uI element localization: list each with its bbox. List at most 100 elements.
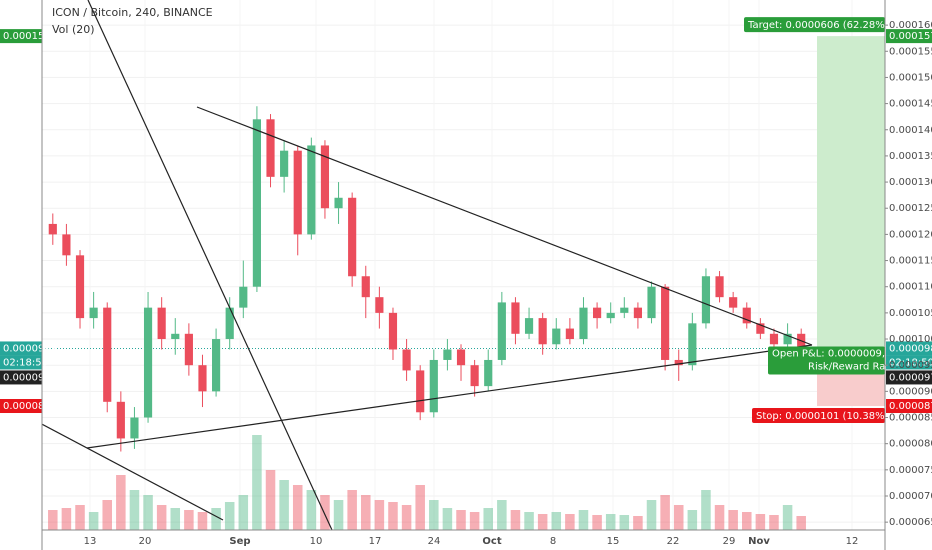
volume-bar bbox=[687, 510, 698, 530]
volume-bar bbox=[537, 514, 548, 530]
candle-body bbox=[497, 302, 506, 360]
target-text: Target: 0.0000606 (62.28%) 60 bbox=[747, 20, 905, 31]
x-tick-label: 8 bbox=[550, 536, 556, 547]
volume-bar bbox=[673, 505, 684, 530]
y-tick-label: 0.0001450 bbox=[889, 99, 932, 110]
candle-body bbox=[416, 370, 425, 413]
volume-bar bbox=[755, 514, 766, 530]
indicator-label: Vol (20) bbox=[52, 23, 95, 36]
volume-bar bbox=[429, 500, 439, 530]
price-badge-label: 0.0001579 bbox=[3, 31, 57, 42]
volume-bar bbox=[578, 510, 589, 530]
candle-body bbox=[89, 307, 98, 319]
volume-bar bbox=[156, 505, 167, 530]
candle-body bbox=[579, 307, 588, 340]
price-badge-label: 0.0000982 bbox=[3, 343, 57, 354]
candle-body bbox=[456, 349, 466, 366]
price-badge bbox=[886, 341, 932, 356]
candle-body bbox=[293, 150, 302, 235]
trend-line bbox=[86, 344, 813, 449]
volume-bar bbox=[116, 475, 126, 530]
trend-line bbox=[87, 0, 333, 530]
volume-bar bbox=[551, 512, 562, 530]
candle-body bbox=[470, 365, 479, 387]
volume-bar bbox=[469, 512, 480, 530]
x-tick-label: 22 bbox=[667, 536, 680, 547]
candle-body bbox=[252, 119, 261, 287]
y-tick-label: 0.0001250 bbox=[889, 203, 932, 214]
price-badge-label: 0.0000973 bbox=[889, 372, 932, 383]
y-tick-label: 0.0001550 bbox=[889, 46, 932, 57]
position-labels: Target: 0.0000606 (62.28%) 60 Stop: 0.000… bbox=[0, 17, 932, 424]
volume-bar bbox=[728, 510, 738, 530]
volume-bar bbox=[279, 480, 289, 530]
volume-bar bbox=[701, 490, 711, 530]
candle-body bbox=[552, 328, 561, 345]
volume-bar bbox=[565, 514, 575, 530]
target-box bbox=[744, 17, 885, 33]
volume-bar bbox=[633, 516, 643, 530]
volume-bar bbox=[333, 500, 344, 530]
countdown-badge bbox=[0, 355, 42, 370]
volume-bar bbox=[292, 485, 303, 530]
candle-body bbox=[348, 197, 357, 277]
drawings bbox=[42, 0, 813, 530]
y-tick-label: 0.0001050 bbox=[889, 308, 932, 319]
price-badge-label: 0.0001579 bbox=[889, 31, 932, 42]
candle-body bbox=[688, 323, 697, 366]
volume-bar bbox=[769, 515, 779, 530]
candle-body bbox=[307, 145, 316, 235]
candle-body bbox=[538, 318, 547, 345]
volume-bar bbox=[388, 502, 398, 530]
candle-body bbox=[756, 323, 765, 334]
x-tick-label: 10 bbox=[310, 536, 323, 547]
price-badge-label: 0.0000973 bbox=[3, 372, 57, 383]
volume-bar bbox=[592, 515, 602, 530]
volume-bar bbox=[320, 495, 330, 530]
candle-body bbox=[225, 307, 234, 340]
x-tick-label: Nov bbox=[748, 536, 770, 547]
price-badge bbox=[0, 370, 42, 385]
volume-bar bbox=[306, 490, 317, 530]
candle-body bbox=[511, 302, 520, 334]
x-tick-label: 24 bbox=[428, 536, 441, 547]
y-tick-label: 0.0000750 bbox=[889, 465, 932, 476]
volume-bar bbox=[184, 510, 194, 530]
countdown-badge bbox=[886, 355, 932, 370]
y-tick-label: 0.0001000 bbox=[889, 334, 932, 345]
stop-box bbox=[752, 408, 885, 424]
pnl-text: Open P&L: 0.0000009, Qty bbox=[772, 348, 906, 359]
volume-bar bbox=[211, 508, 221, 530]
y-tick-label: 0.0001400 bbox=[889, 125, 932, 136]
grid bbox=[42, 0, 885, 530]
y-tick-label: 0.0000800 bbox=[889, 439, 932, 450]
y-tick-label: 0.0001200 bbox=[889, 229, 932, 240]
x-tick-label: Sep bbox=[229, 536, 250, 547]
volume-bar bbox=[48, 510, 58, 530]
candle-body bbox=[647, 286, 656, 319]
candle-body bbox=[280, 150, 289, 177]
candle-body bbox=[143, 307, 153, 418]
y-tick-label: 0.0001500 bbox=[889, 72, 932, 83]
volume-bar bbox=[605, 514, 616, 530]
stop-text: Stop: 0.0000101 (10.38%) 10 bbox=[756, 411, 904, 422]
y-tick-label: 0.0001350 bbox=[889, 151, 932, 162]
candle-body bbox=[742, 307, 751, 324]
price-badge bbox=[0, 399, 42, 414]
y-tick-label: 0.0000700 bbox=[889, 491, 932, 502]
volume-bar bbox=[401, 505, 412, 530]
price-badge-label: 0.0000872 bbox=[3, 401, 57, 412]
candle-body bbox=[620, 307, 629, 313]
trend-line bbox=[196, 106, 813, 346]
axis-labels: 0.0000650 0.0000700 0.0000750 0.0000800 0.00… bbox=[84, 20, 932, 547]
candle-body bbox=[266, 119, 275, 177]
volume-bar bbox=[415, 485, 425, 530]
candle-body bbox=[320, 145, 330, 209]
y-tick-label: 0.0001100 bbox=[889, 282, 932, 293]
countdown-label: 02:18:50 bbox=[889, 357, 932, 368]
candle-body bbox=[334, 197, 343, 209]
candle-body bbox=[565, 328, 574, 340]
x-tick-label: 29 bbox=[723, 536, 736, 547]
volume-bar bbox=[265, 470, 276, 530]
